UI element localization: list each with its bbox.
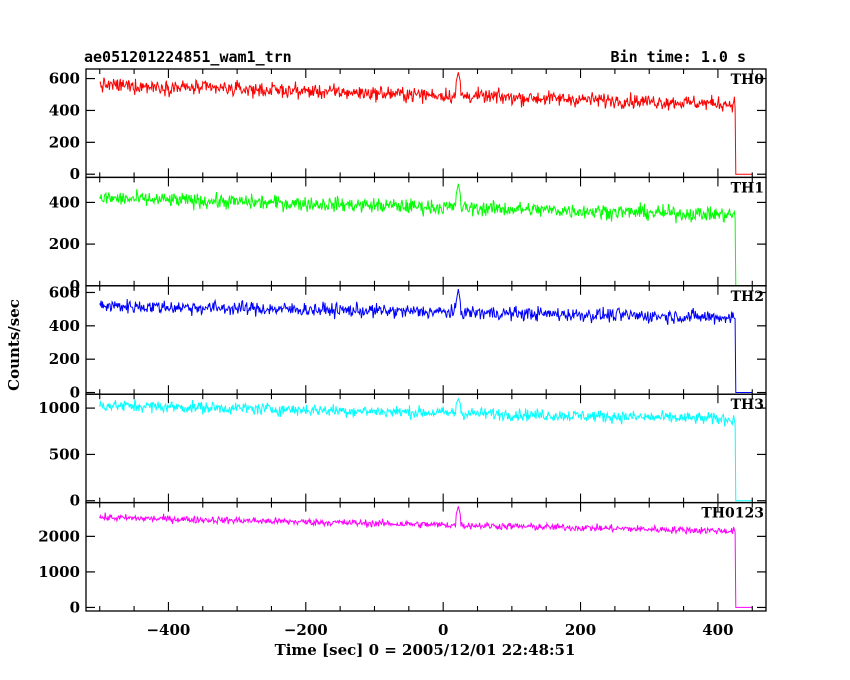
y-tick-label: 600 (49, 70, 80, 88)
y-tick-label: 0 (70, 384, 80, 402)
series-line-th3 (99, 397, 753, 502)
x-tick-label: 400 (702, 621, 733, 639)
x-tick-label: −400 (146, 621, 190, 639)
panel-label: TH1 (731, 180, 764, 196)
plot-title: ae051201224851_wam1_trn (84, 48, 292, 66)
panel-th2: 0 200 400 600 TH2 (49, 283, 767, 402)
y-tick-label: 400 (49, 317, 80, 335)
panel-label: TH3 (731, 397, 764, 413)
series-line-th0123 (99, 506, 753, 608)
panel-frame (85, 501, 767, 612)
y-tick-label: 600 (49, 283, 80, 301)
y-tick-label: 0 (70, 165, 80, 183)
panel-label: TH0123 (701, 506, 764, 522)
panel-label: TH2 (731, 289, 764, 305)
y-tick-label: 0 (70, 277, 80, 295)
series-line-th0 (99, 72, 753, 175)
panel-frame (85, 176, 767, 287)
panel-th1: 0 200 400 TH1 (49, 176, 767, 295)
y-tick-label: 200 (49, 133, 80, 151)
series-line-th1 (99, 183, 753, 287)
panel-th0: 0 200 400 600 TH0 (49, 68, 767, 183)
y-tick-label: 0 (70, 492, 80, 510)
y-tick-label: 1000 (38, 399, 80, 417)
y-tick-label: 200 (49, 350, 80, 368)
y-tick-label: 400 (49, 193, 80, 211)
x-axis-title: Time [sec] 0 = 2005/12/01 22:48:51 (275, 641, 576, 659)
y-tick-label: 1000 (38, 563, 80, 581)
panel-th0123: 0 1000 2000 TH0123 (38, 501, 767, 616)
panel-th3: 0 500 1000 TH3 (38, 393, 767, 510)
bin-time-label: Bin time: 1.0 s (611, 48, 746, 66)
x-tick-label: 200 (565, 621, 596, 639)
x-tick-label: 0 (438, 621, 448, 639)
y-tick-label: 2000 (38, 527, 80, 545)
panels-group: 0 200 400 600 TH0 0 200 400 TH1 0 200 400 600 TH2 0 500… (38, 68, 767, 616)
y-tick-label: 200 (49, 235, 80, 253)
x-tick-label: −200 (284, 621, 328, 639)
y-tick-label: 400 (49, 101, 80, 119)
panel-label: TH0 (731, 72, 765, 88)
panel-frame (85, 68, 767, 179)
series-line-th2 (99, 289, 753, 393)
y-axis-title: Counts/sec (5, 299, 23, 391)
y-tick-label: 0 (70, 598, 80, 616)
x-axis-tick-labels: −400 −200 0 200 400 (146, 621, 733, 639)
panel-frame (85, 285, 767, 395)
y-tick-label: 500 (49, 445, 80, 463)
